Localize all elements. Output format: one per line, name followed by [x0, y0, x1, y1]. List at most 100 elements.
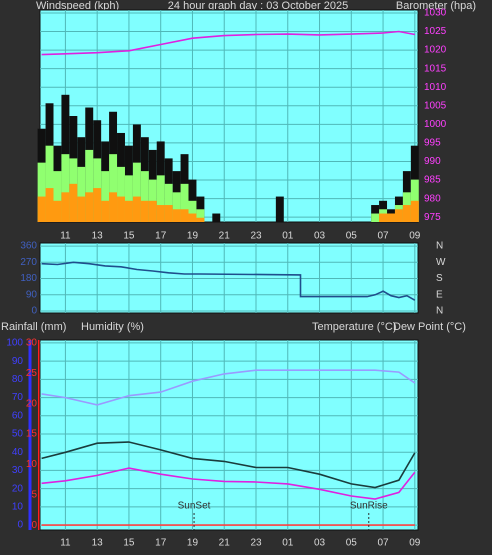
y2-tick-label: 980 — [424, 193, 441, 204]
wind-bar — [85, 149, 94, 222]
wind-bar — [371, 205, 380, 222]
wind-bar — [387, 213, 395, 222]
y-tick-label: 50 — [12, 429, 24, 440]
x-tick-label: 13 — [92, 231, 104, 242]
series-line — [41, 369, 416, 406]
x-tick-label: 15 — [123, 231, 135, 242]
wind-bar — [109, 192, 118, 222]
y-tick-label: 100 — [6, 338, 23, 349]
x-tick-label: 19 — [187, 538, 199, 549]
y2-tick-label: E — [436, 289, 443, 300]
y2-tick-label: 5 — [31, 489, 37, 500]
series-line — [41, 30, 415, 56]
annotation-label: SunRise — [350, 501, 388, 512]
y2-tick-label: 1015 — [424, 63, 447, 74]
y-tick-label: 80 — [12, 374, 24, 385]
wind-bar — [124, 175, 133, 222]
wind-bar — [69, 183, 78, 222]
wind-bar — [188, 213, 197, 222]
y-tick-label: 10 — [12, 502, 24, 513]
wind-bar — [101, 200, 110, 222]
y2-tick-label: 1010 — [424, 82, 447, 93]
wind-bar — [117, 166, 125, 222]
wind-bar — [394, 209, 403, 222]
wind-bar — [180, 209, 189, 222]
y-tick-label: 360 — [20, 241, 37, 252]
y2-tick-label: 30 — [26, 338, 38, 349]
x-tick-label: 03 — [314, 538, 326, 549]
y2-tick-label: 975 — [424, 212, 441, 223]
wind-bar — [77, 166, 86, 222]
y2-tick-label: S — [436, 273, 443, 284]
y-tick-label: 60 — [12, 410, 24, 421]
x-tick-label: 21 — [219, 231, 231, 242]
wind-bar — [212, 213, 221, 222]
plot-area — [39, 242, 419, 314]
wind-bar — [140, 171, 149, 222]
wind-bar — [164, 183, 173, 222]
y-tick-label: 30 — [12, 465, 24, 476]
x-tick-label: 07 — [377, 538, 389, 549]
wind-bar — [37, 162, 46, 222]
y-tick-label: 90 — [26, 289, 38, 300]
wind-bar — [180, 183, 189, 222]
wind-bar — [156, 205, 165, 222]
x-tick-label: 03 — [314, 231, 326, 242]
y2-tick-label: 1020 — [424, 45, 447, 56]
wind-bar — [156, 175, 165, 222]
wind-bar — [132, 162, 141, 222]
temperature-axis-label: Temperature (°C) — [312, 321, 396, 333]
chart-title: 24 hour graph day : 03 October 2025 — [168, 0, 348, 12]
wind-bar — [61, 192, 70, 222]
plot-area — [39, 339, 419, 531]
rain-axis-label: Rainfall (mm) — [1, 321, 66, 333]
wind-bar — [53, 171, 62, 222]
y2-tick-label: 990 — [424, 156, 441, 167]
wind-bar — [85, 192, 94, 222]
x-tick-label: 11 — [60, 231, 71, 242]
y2-tick-label: 1025 — [424, 26, 447, 37]
y2-tick-label: 1030 — [424, 8, 447, 19]
y2-tick-label: 20 — [26, 398, 38, 409]
y2-tick-label: N — [436, 241, 443, 252]
wind-bar — [37, 196, 46, 222]
x-tick-label: 23 — [250, 538, 262, 549]
y2-tick-label: 0 — [31, 520, 37, 531]
wind-bar — [410, 200, 419, 222]
x-tick-label: 07 — [377, 231, 389, 242]
humidity-axis-label: Humidity (%) — [81, 321, 144, 333]
wind-bar — [77, 196, 86, 222]
x-tick-label: 15 — [123, 538, 135, 549]
x-tick-label: 21 — [219, 538, 231, 549]
wind-bar — [140, 200, 149, 222]
wind-bar — [45, 188, 54, 222]
y-tick-label: 270 — [20, 257, 37, 268]
x-tick-label: 17 — [155, 538, 167, 549]
y2-tick-label: 1005 — [424, 100, 447, 111]
wind-bar — [45, 145, 54, 222]
wind-bar — [275, 196, 284, 222]
y-tick-label: 40 — [12, 447, 24, 458]
wind-bar — [196, 209, 205, 222]
wind-bar — [188, 200, 197, 222]
y-tick-label: 180 — [20, 273, 37, 284]
y-tick-label: 20 — [12, 483, 24, 494]
wind-bar — [132, 196, 141, 222]
wind-bar — [101, 171, 110, 222]
y2-tick-label: W — [436, 257, 446, 268]
wind-bar — [61, 154, 70, 222]
series-line — [41, 467, 416, 500]
wind-bar — [93, 188, 102, 222]
wind-bar — [109, 154, 118, 222]
wind-bar — [164, 205, 173, 222]
x-tick-label: 01 — [282, 538, 294, 549]
wind-bar — [196, 217, 205, 222]
y2-tick-label: 10 — [26, 459, 38, 470]
x-tick-label: 09 — [409, 231, 421, 242]
x-tick-label: 13 — [92, 538, 104, 549]
annotation-label: SunSet — [178, 501, 211, 512]
wind-bar — [172, 192, 181, 222]
y2-tick-label: 15 — [26, 429, 38, 440]
